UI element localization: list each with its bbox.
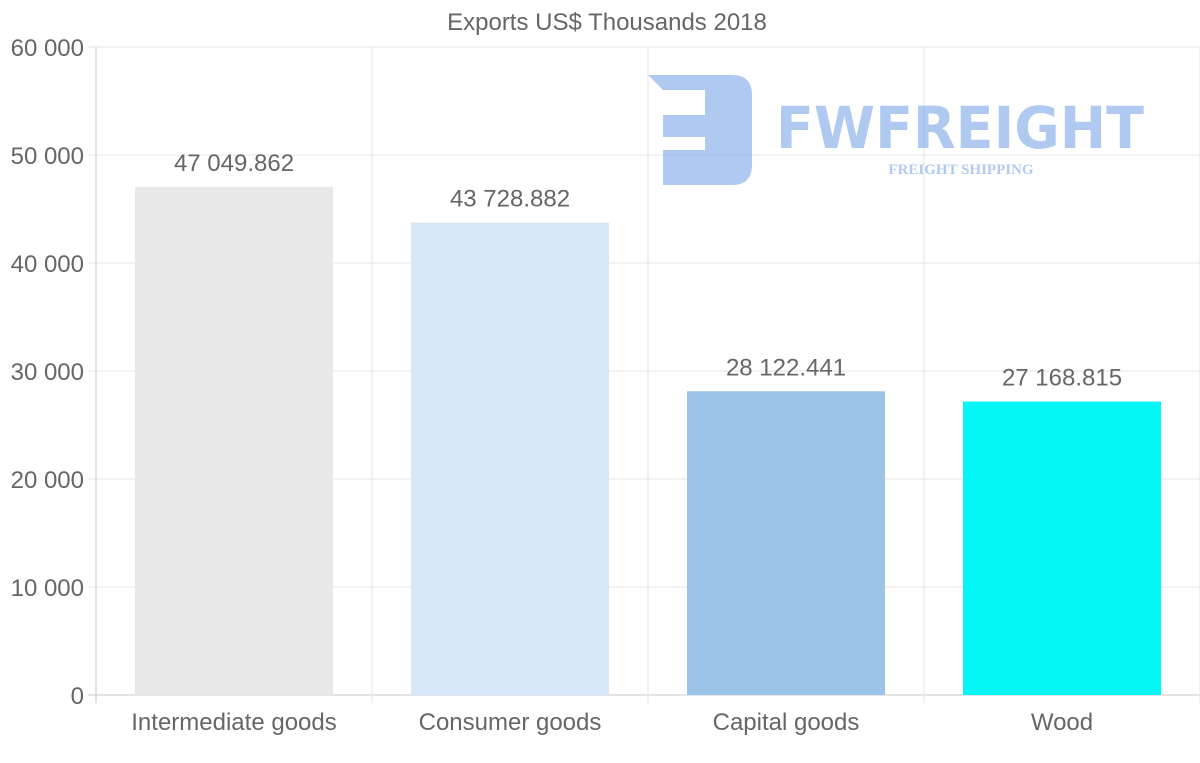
y-tick-label: 50 000 [11,143,84,170]
data-label: 47 049.862 [174,150,294,177]
chart-title: Exports US$ Thousands 2018 [447,9,767,36]
svg-text:FWFREIGHT: FWFREIGHT [776,94,1144,162]
bar [411,222,609,695]
y-tick-label: 0 [71,683,84,710]
y-tick-label: 20 000 [11,467,84,494]
y-tick-label: 10 000 [11,575,84,602]
bar [135,186,333,695]
x-tick-label: Wood [1031,709,1093,736]
bars [135,186,1161,695]
data-label: 28 122.441 [726,354,846,381]
y-tick-label: 60 000 [11,35,84,62]
y-tick-label: 30 000 [11,359,84,386]
bar [963,401,1161,695]
fwfreight-logo-watermark: FWFREIGHT FREIGHT SHIPPING [648,75,1144,185]
svg-text:FREIGHT SHIPPING: FREIGHT SHIPPING [888,162,1033,178]
labels: 0 10 000 20 000 30 000 40 000 50 000 60 000 47 … [11,35,1122,736]
x-tick-label: Capital goods [713,709,860,736]
x-tick-label: Intermediate goods [131,709,336,736]
data-label: 27 168.815 [1002,365,1122,392]
x-tick-label: Consumer goods [419,709,602,736]
bar [687,391,885,695]
y-tick-label: 40 000 [11,251,84,278]
data-label: 43 728.882 [450,186,570,213]
